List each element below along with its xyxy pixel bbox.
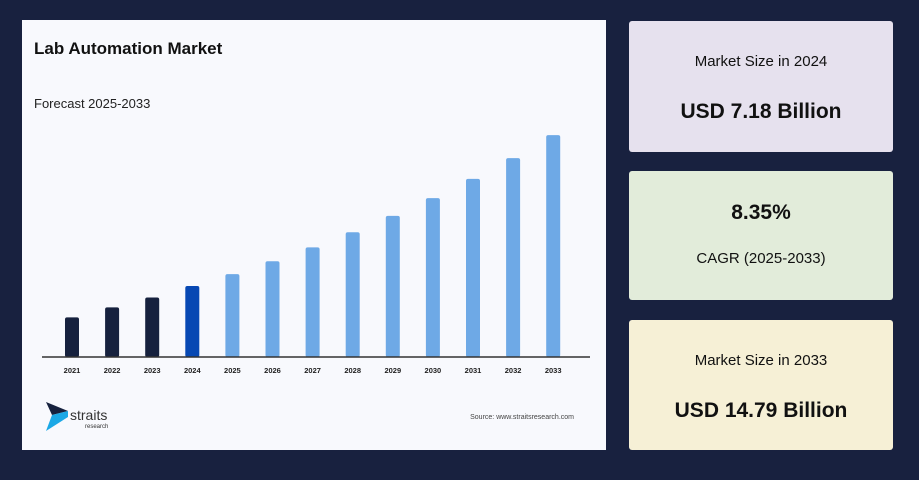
cagr-card: 8.35% CAGR (2025-2033) <box>629 171 893 300</box>
card-label: Market Size in 2033 <box>694 352 828 369</box>
x-tick-label: 2028 <box>344 366 361 375</box>
bar-2025 <box>225 274 240 357</box>
logo-mark-blue <box>46 411 68 431</box>
bar-2022 <box>105 307 120 357</box>
card-value: USD 7.18 Billion <box>680 100 842 123</box>
logo-text: straits <box>70 407 107 423</box>
x-tick-label: 2031 <box>465 366 482 375</box>
card-label: CAGR (2025-2033) <box>696 250 826 267</box>
logo-mark-dark <box>46 402 68 415</box>
bar-2033 <box>546 135 561 357</box>
bar-2032 <box>506 158 521 357</box>
bar-chart: 2021 2022 2023 2024 2025 2026 2027 2028 2029 2030… <box>42 135 590 375</box>
x-tick-label: 2029 <box>384 366 401 375</box>
x-tick-label: 2021 <box>64 366 81 375</box>
x-tick-label: 2027 <box>304 366 321 375</box>
bar-2027 <box>305 247 320 357</box>
market-size-2033-card: Market Size in 2033 USD 14.79 Billion <box>629 320 893 450</box>
chart-panel: Lab Automation Market Forecast 2025-2033… <box>22 20 606 450</box>
bar-2024 <box>185 286 200 357</box>
card-label: Market Size in 2024 <box>694 53 828 70</box>
card-value: 8.35% <box>731 201 791 224</box>
bar-2023 <box>145 297 160 357</box>
x-tick-label: 2030 <box>425 366 442 375</box>
x-tick-label: 2033 <box>545 366 562 375</box>
x-tick-label: 2032 <box>505 366 522 375</box>
x-tick-label: 2025 <box>224 366 241 375</box>
straits-logo: straits research <box>46 402 108 431</box>
bar-2031 <box>466 178 480 357</box>
bar-2021 <box>65 317 79 357</box>
x-tick-label: 2024 <box>184 366 202 375</box>
x-tick-label: 2023 <box>144 366 161 375</box>
bar-2026 <box>265 261 280 357</box>
chart-subtitle: Forecast 2025-2033 <box>34 96 151 111</box>
bar-2029 <box>385 215 400 357</box>
x-tick-label: 2026 <box>264 366 281 375</box>
x-tick-label: 2022 <box>104 366 121 375</box>
bar-2028 <box>345 232 360 357</box>
logo-tagline: research <box>85 424 108 430</box>
bar-2030 <box>425 198 440 357</box>
card-value: USD 14.79 Billion <box>674 399 848 422</box>
market-size-2024-card: Market Size in 2024 USD 7.18 Billion <box>629 21 893 152</box>
source-text: Source: www.straitsresearch.com <box>470 414 574 421</box>
chart-title: Lab Automation Market <box>34 39 223 58</box>
